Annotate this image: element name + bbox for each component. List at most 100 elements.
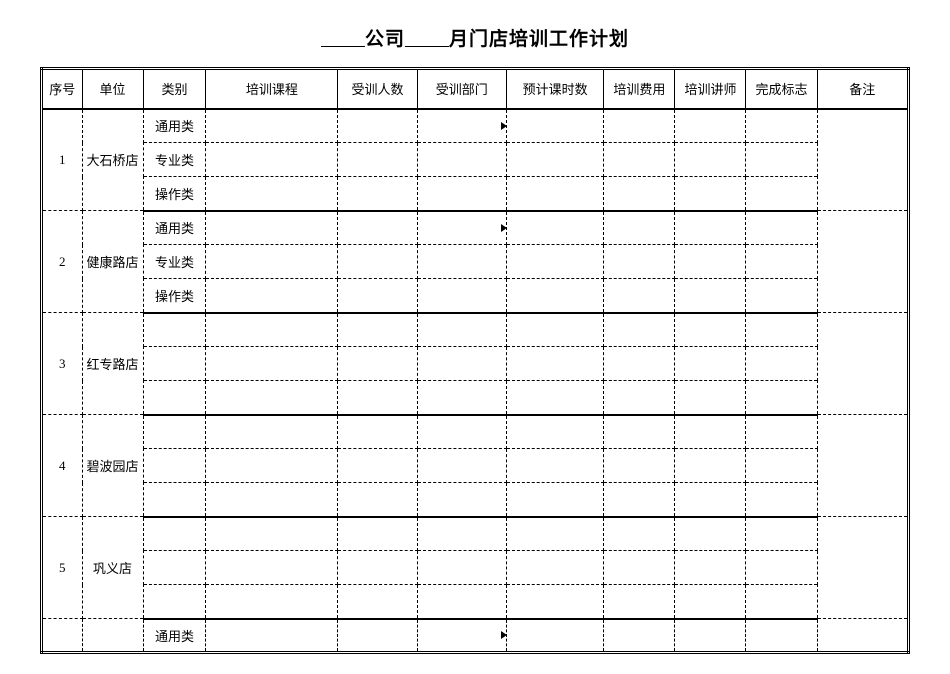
cell-num (338, 347, 417, 381)
cell-dept (417, 211, 506, 245)
cell-course (206, 347, 338, 381)
cell-teacher (675, 585, 746, 619)
cell-hours (506, 177, 603, 211)
cell-course (206, 585, 338, 619)
cell-done (746, 381, 817, 415)
table-row (42, 347, 909, 381)
cell-teacher (675, 313, 746, 347)
cell-hours (506, 483, 603, 517)
cell-course (206, 517, 338, 551)
cell-done (746, 211, 817, 245)
header-teacher: 培训讲师 (675, 69, 746, 109)
cell-fee (604, 143, 675, 177)
cell-teacher (675, 517, 746, 551)
cell-dept (417, 449, 506, 483)
cell-hours (506, 313, 603, 347)
cell-course (206, 143, 338, 177)
title-part2: 月门店培训工作计划 (449, 29, 629, 50)
header-remark: 备注 (817, 69, 908, 109)
cell-course (206, 313, 338, 347)
table-row: 4碧波园店 (42, 415, 909, 449)
header-dept: 受训部门 (417, 69, 506, 109)
cell-num (338, 143, 417, 177)
cell-category: 操作类 (143, 279, 206, 313)
cell-done (746, 177, 817, 211)
cell-num (338, 551, 417, 585)
cell-category (143, 483, 206, 517)
cell-unit: 巩义店 (82, 517, 143, 619)
cell-done (746, 143, 817, 177)
table-row: 1大石桥店通用类 (42, 109, 909, 143)
cell-done (746, 245, 817, 279)
cell-remark (817, 415, 908, 517)
cell-done (746, 517, 817, 551)
cell-teacher (675, 211, 746, 245)
cell-course (206, 211, 338, 245)
cell-remark (817, 517, 908, 619)
cell-num (338, 517, 417, 551)
cell-category: 通用类 (143, 619, 206, 653)
table-header: 序号 单位 类别 培训课程 受训人数 受训部门 预计课时数 培训费用 培训讲师 … (42, 69, 909, 109)
cell-fee (604, 483, 675, 517)
cell-dept (417, 585, 506, 619)
cell-category: 通用类 (143, 211, 206, 245)
cell-category: 专业类 (143, 245, 206, 279)
cell-num (338, 279, 417, 313)
cell-category: 专业类 (143, 143, 206, 177)
table-row: 通用类 (42, 619, 909, 653)
cell-course (206, 279, 338, 313)
cell-fee (604, 313, 675, 347)
cell-seq: 1 (42, 109, 83, 211)
cell-done (746, 109, 817, 143)
cell-teacher (675, 177, 746, 211)
cell-teacher (675, 449, 746, 483)
cell-seq: 2 (42, 211, 83, 313)
cell-dept (417, 109, 506, 143)
cell-dept (417, 279, 506, 313)
header-seq: 序号 (42, 69, 83, 109)
cell-num (338, 109, 417, 143)
cell-fee (604, 381, 675, 415)
header-fee: 培训费用 (604, 69, 675, 109)
cell-dept (417, 619, 506, 653)
cell-num (338, 483, 417, 517)
cell-seq (42, 619, 83, 653)
cell-teacher (675, 245, 746, 279)
cell-course (206, 177, 338, 211)
cell-hours (506, 585, 603, 619)
cell-teacher (675, 415, 746, 449)
header-hours: 预计课时数 (506, 69, 603, 109)
cell-num (338, 177, 417, 211)
cell-fee (604, 585, 675, 619)
cell-remark (817, 619, 908, 653)
header-course: 培训课程 (206, 69, 338, 109)
cell-dept (417, 347, 506, 381)
cell-num (338, 211, 417, 245)
cell-course (206, 619, 338, 653)
cell-course (206, 381, 338, 415)
table-row: 专业类 (42, 143, 909, 177)
table-row (42, 381, 909, 415)
cell-dept (417, 177, 506, 211)
header-cat: 类别 (143, 69, 206, 109)
cell-seq: 5 (42, 517, 83, 619)
cell-teacher (675, 619, 746, 653)
cell-category (143, 517, 206, 551)
table-row (42, 585, 909, 619)
cell-num (338, 313, 417, 347)
cell-fee (604, 347, 675, 381)
cell-category (143, 313, 206, 347)
cell-fee (604, 279, 675, 313)
cell-hours (506, 381, 603, 415)
title-text: 公司月门店培训工作计划 (321, 29, 629, 50)
cell-course (206, 551, 338, 585)
cell-done (746, 415, 817, 449)
header-num: 受训人数 (338, 69, 417, 109)
cell-dept (417, 313, 506, 347)
cell-remark (817, 313, 908, 415)
cell-done (746, 619, 817, 653)
cell-unit (82, 619, 143, 653)
cell-dept (417, 551, 506, 585)
cell-fee (604, 449, 675, 483)
table-body: 1大石桥店通用类专业类操作类2健康路店通用类专业类操作类3红专路店4碧波园店5巩… (42, 109, 909, 653)
